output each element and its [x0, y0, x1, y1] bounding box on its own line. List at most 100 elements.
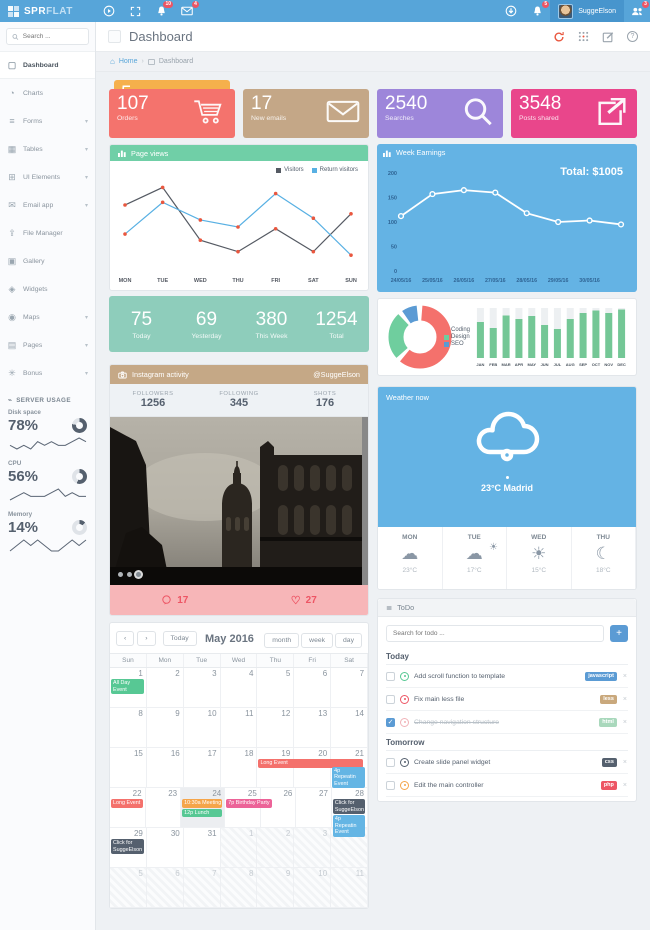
calendar-day-30[interactable]: 30: [146, 828, 184, 868]
instagram-handle[interactable]: @SuggeElson: [313, 370, 360, 379]
calendar-day-27[interactable]: 27: [296, 788, 332, 828]
calendar-next-button[interactable]: ›: [137, 631, 156, 646]
todo-delete-icon[interactable]: ×: [622, 758, 627, 766]
add-todo-button[interactable]: +: [610, 625, 628, 642]
event-click-for-suggeelson[interactable]: Click for SuggeElson: [111, 839, 144, 854]
calendar-day-2-next[interactable]: 2: [257, 828, 295, 868]
calendar-day-10-next[interactable]: 10: [294, 868, 332, 908]
calendar-day-24[interactable]: 24 10:30a Meeting 12p Lunch: [181, 788, 226, 828]
sidebar-item-bonus[interactable]: ✳ Bonus ▾: [0, 359, 95, 387]
calendar-view-week[interactable]: week: [301, 633, 334, 648]
alerts-bell-icon[interactable]: 10: [148, 0, 174, 22]
todo-checkbox[interactable]: [386, 671, 395, 681]
messages-icon[interactable]: 4: [174, 0, 200, 22]
calendar-day-11[interactable]: 11: [220, 708, 258, 748]
sidebar-item-dashboard[interactable]: ▢ Dashboard: [0, 51, 95, 79]
calendar-day-3-next[interactable]: 3: [294, 828, 332, 868]
carousel-dot-1[interactable]: [118, 572, 123, 577]
calendar-day-6[interactable]: 6: [294, 668, 332, 708]
sidebar-item-widgets[interactable]: ◈ Widgets: [0, 275, 95, 303]
calendar-day-1[interactable]: 1 All Day Event: [110, 668, 147, 708]
user-menu[interactable]: SuggeElson: [550, 0, 624, 22]
sidebar-item-ui-elements[interactable]: ⊞ UI Elements ▾: [0, 163, 95, 191]
help-icon[interactable]: ?: [627, 31, 638, 42]
calendar-day-5[interactable]: 5: [257, 668, 295, 708]
comments-count[interactable]: 17: [161, 595, 188, 606]
calendar-day-31[interactable]: 31: [183, 828, 221, 868]
sidebar-item-email-app[interactable]: ✉ Email app ▾: [0, 191, 95, 219]
calendar-day-3[interactable]: 3: [183, 668, 221, 708]
event-10-30a-meeting[interactable]: 10:30a Meeting: [182, 799, 223, 808]
calendar-day-9-next[interactable]: 9: [257, 868, 295, 908]
calendar-view-month[interactable]: month: [264, 633, 300, 648]
users-icon[interactable]: 3: [624, 0, 650, 22]
compose-icon[interactable]: [602, 31, 614, 43]
todo-delete-icon[interactable]: ×: [622, 672, 627, 680]
calendar-day-8[interactable]: 8: [110, 708, 147, 748]
calendar-day-2[interactable]: 2: [146, 668, 184, 708]
calendar-day-21[interactable]: 21 4p Repeatin Event: [331, 748, 369, 788]
fullscreen-icon[interactable]: [122, 0, 148, 22]
stat-card-posts-shared-front[interactable]: 3548 Posts shared: [511, 89, 637, 138]
calendar-day-23[interactable]: 23: [145, 788, 182, 828]
todo-delete-icon[interactable]: ×: [622, 781, 627, 789]
calendar-day-13[interactable]: 13: [294, 708, 332, 748]
todo-checkbox[interactable]: [386, 780, 395, 790]
calendar-day-25[interactable]: 25 7p Birthday Party: [225, 788, 272, 828]
calendar-day-17[interactable]: 17: [183, 748, 221, 788]
calendar-day-6-next[interactable]: 6: [146, 868, 184, 908]
calendar-day-7[interactable]: 7: [331, 668, 369, 708]
todo-delete-icon[interactable]: ×: [622, 718, 627, 726]
sidebar-item-gallery[interactable]: ▣ Gallery: [0, 247, 95, 275]
calendar-day-15[interactable]: 15: [110, 748, 147, 788]
stat-card-orders-front[interactable]: 107 Orders: [109, 89, 235, 138]
instagram-photo[interactable]: [110, 417, 368, 585]
stat-card-searches-front[interactable]: 2540 Searches: [377, 89, 503, 138]
refresh-icon[interactable]: [553, 31, 565, 43]
calendar-day-18[interactable]: 18: [220, 748, 258, 788]
calendar-day-4[interactable]: 4: [220, 668, 258, 708]
quick-launch-icon[interactable]: [96, 0, 122, 22]
sidebar-search-input[interactable]: [22, 33, 83, 40]
calendar-day-14[interactable]: 14: [331, 708, 369, 748]
calendar-day-5-next[interactable]: 5: [110, 868, 147, 908]
download-icon[interactable]: [498, 0, 524, 22]
carousel-dot-2[interactable]: [127, 572, 132, 577]
event-long-event[interactable]: Long Event: [111, 799, 143, 808]
todo-checkbox[interactable]: [386, 694, 395, 704]
event-4p-repeatin-event[interactable]: 4p Repeatin Event: [332, 766, 366, 788]
calendar-day-7-next[interactable]: 7: [183, 868, 221, 908]
breadcrumb-home-link[interactable]: Home: [118, 58, 138, 65]
event-7p-birthday-party[interactable]: 7p Birthday Party: [226, 799, 272, 808]
carousel-dot-3[interactable]: [136, 572, 141, 577]
calendar-day-22[interactable]: 22 Long Event: [110, 788, 146, 828]
calendar-day-28[interactable]: 28 Click for SuggeElson 4p Repeatin Event: [331, 788, 368, 837]
event-click-for-suggeelson[interactable]: Click for SuggeElson: [332, 799, 365, 814]
event-all-day-event[interactable]: All Day Event: [111, 679, 144, 694]
todo-search-input[interactable]: [386, 625, 604, 642]
sidebar-item-tables[interactable]: ▦ Tables ▾: [0, 135, 95, 163]
calendar-day-20[interactable]: 20: [294, 748, 332, 788]
calendar-day-8-next[interactable]: 8: [220, 868, 258, 908]
calendar-day-29[interactable]: 29 Click for SuggeElson: [110, 828, 147, 868]
calendar-day-19[interactable]: 19 Long Event: [257, 748, 364, 788]
calendar-today-button[interactable]: Today: [162, 631, 197, 646]
event-4p-repeatin-event[interactable]: 4p Repeatin Event: [332, 815, 365, 837]
event-long-event[interactable]: Long Event: [258, 759, 364, 768]
sidebar-item-file-manager[interactable]: ⇪ File Manager: [0, 219, 95, 247]
sidebar-item-charts[interactable]: ◔ Charts: [0, 79, 95, 107]
calendar-day-10[interactable]: 10: [183, 708, 221, 748]
calendar-view-day[interactable]: day: [335, 633, 362, 648]
notifications-bell-icon[interactable]: 5: [524, 0, 550, 22]
sidebar-item-pages[interactable]: ▤ Pages ▾: [0, 331, 95, 359]
calendar-day-1-next[interactable]: 1: [220, 828, 258, 868]
calendar-day-9[interactable]: 9: [146, 708, 184, 748]
todo-checkbox[interactable]: [386, 757, 395, 767]
calendar-prev-button[interactable]: ‹: [116, 631, 135, 646]
sidebar-item-forms[interactable]: ≡ Forms ▾: [0, 107, 95, 135]
grid-icon[interactable]: [578, 31, 589, 42]
todo-checkbox[interactable]: ✓: [386, 717, 395, 727]
todo-delete-icon[interactable]: ×: [622, 695, 627, 703]
calendar-day-26[interactable]: 26: [260, 788, 297, 828]
sidebar-item-maps[interactable]: ◉ Maps ▾: [0, 303, 95, 331]
